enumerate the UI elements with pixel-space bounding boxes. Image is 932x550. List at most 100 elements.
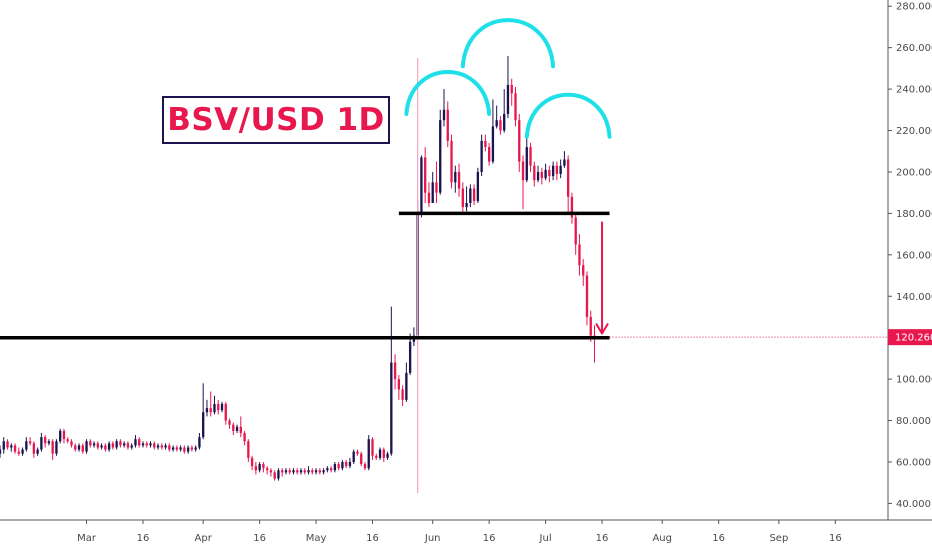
x-tick-label: May	[306, 533, 327, 544]
candle-body	[461, 188, 464, 208]
candle-body	[104, 445, 107, 450]
candle-body	[138, 439, 141, 446]
x-axis: Mar 16 Apr 16 May 16 Jun 16 Jul 16 Aug 16 Sep 16	[0, 519, 932, 544]
candle-body	[518, 120, 521, 162]
candle-body	[107, 443, 111, 450]
candle-body	[194, 447, 197, 450]
candle-body	[141, 443, 145, 446]
candle-body	[115, 441, 118, 448]
candle-body	[254, 466, 258, 471]
candle-body	[352, 451, 355, 462]
candle-body	[307, 470, 310, 473]
head-arc	[460, 18, 556, 69]
candle-body	[521, 161, 525, 181]
candle-body	[457, 171, 461, 189]
candle-body	[10, 445, 13, 448]
candle-body	[190, 447, 194, 450]
candle-body	[2, 441, 5, 450]
candle-body	[499, 120, 502, 131]
candle-body	[232, 424, 235, 431]
candle-body	[540, 171, 543, 179]
candle-body	[32, 443, 36, 454]
candle-body	[247, 441, 250, 458]
candle-body	[85, 441, 88, 452]
candle-body	[303, 470, 306, 473]
candle-body	[36, 449, 39, 454]
candle-body	[329, 468, 333, 471]
candle-body	[375, 455, 378, 458]
candle-body	[525, 147, 528, 181]
candle-body	[454, 171, 457, 183]
candle-body	[168, 445, 171, 450]
candle-body	[59, 430, 62, 442]
candle-body	[555, 165, 559, 175]
last-price-label: 120.260	[895, 333, 932, 344]
candle-body	[265, 468, 269, 471]
candle-body	[292, 470, 295, 473]
target-arrow-head	[595, 323, 609, 335]
y-tick-label: 40.000	[896, 499, 931, 510]
candle-body	[13, 445, 17, 452]
x-tick-label: Sep	[769, 533, 788, 544]
candle-body	[367, 439, 370, 469]
candle-body	[424, 157, 427, 193]
candle-body	[465, 203, 468, 208]
candle-body	[284, 470, 288, 473]
candle-body	[288, 470, 291, 473]
candle-body	[51, 441, 54, 454]
candle-body	[123, 443, 126, 446]
candle-body	[333, 464, 337, 471]
candle-body	[296, 470, 299, 473]
candle-body	[578, 244, 581, 266]
y-tick-label: 280.000	[896, 2, 932, 13]
candle-body	[563, 159, 566, 166]
candle-body	[21, 449, 24, 454]
candle-body	[6, 441, 9, 448]
y-axis: 40.00060.00080.000100.000120.000140.0001…	[887, 0, 932, 520]
candle-body	[269, 470, 273, 473]
right-shoulder-arc	[524, 92, 612, 139]
candle-body	[145, 443, 148, 446]
y-tick-label: 80.000	[896, 416, 931, 427]
candle-body	[224, 403, 227, 421]
candle-body	[89, 441, 92, 446]
last-price-badge	[888, 329, 932, 346]
y-tick-label: 160.000	[896, 250, 932, 261]
candle-body	[442, 109, 446, 121]
candle-body	[149, 443, 152, 446]
candle-body	[559, 165, 562, 175]
y-tick-label: 260.000	[896, 43, 932, 54]
candle-body	[250, 457, 254, 467]
candle-body	[92, 443, 96, 446]
candle-body	[326, 468, 329, 471]
candle-body	[420, 157, 423, 214]
candle-body	[198, 437, 201, 448]
y-tick-label: 140.000	[896, 292, 932, 303]
candle-body	[235, 426, 239, 431]
candle-body	[40, 437, 43, 450]
candle-body	[469, 188, 472, 204]
candle-body	[100, 445, 103, 448]
x-tick-label: 16	[712, 533, 725, 544]
candle-body	[503, 113, 506, 131]
left-shoulder-arc	[404, 70, 492, 116]
candle-body	[390, 362, 393, 454]
candle-body	[111, 443, 115, 448]
candle-body	[273, 472, 276, 479]
candle-body	[397, 379, 401, 390]
candle-body	[585, 275, 589, 317]
y-tick-label: 180.000	[896, 209, 932, 220]
candle-body	[156, 445, 160, 448]
x-tick-label: 16	[596, 533, 609, 544]
candle-body	[314, 470, 318, 473]
candle-body	[356, 451, 359, 454]
candle-body	[393, 362, 397, 380]
candle-body	[243, 432, 246, 442]
candle-body	[371, 439, 374, 456]
candle-body	[378, 449, 382, 458]
candle-body	[480, 140, 483, 172]
candle-body	[495, 120, 498, 127]
y-tick-label: 220.000	[896, 126, 932, 137]
candle-body	[348, 461, 352, 467]
